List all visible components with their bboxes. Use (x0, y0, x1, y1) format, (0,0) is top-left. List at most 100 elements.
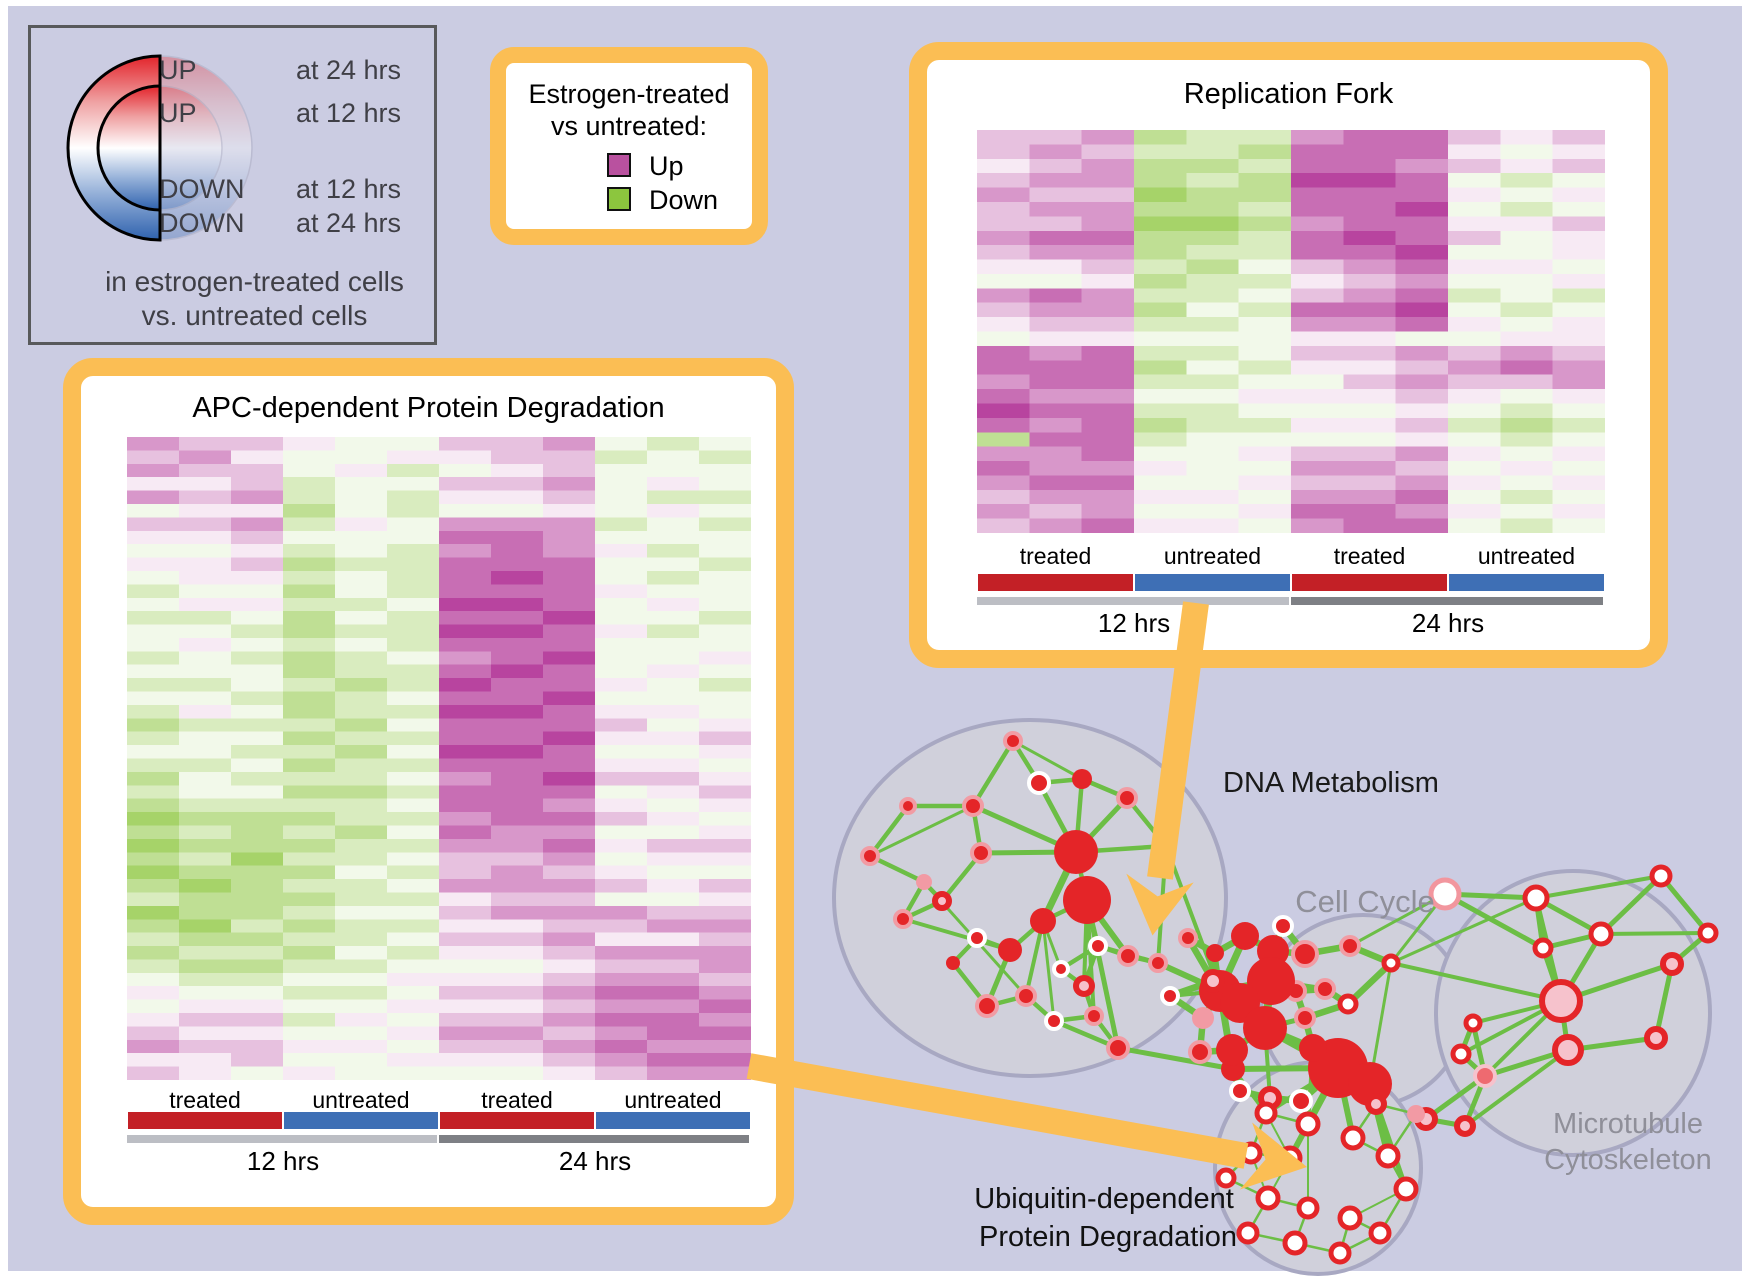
figure-background: UP at 24 hrs UP at 12 hrs DOWN at 12 hrs… (8, 6, 1742, 1276)
gene-node (1116, 787, 1138, 809)
gene-node (1239, 1141, 1263, 1165)
gene-node (1532, 937, 1554, 959)
gene-node (946, 956, 960, 970)
gene-node (1160, 986, 1180, 1006)
gene-node (893, 909, 913, 929)
gene-node (932, 891, 952, 911)
gene-node (1084, 1006, 1104, 1026)
legend-down-12: DOWN (159, 174, 245, 204)
cluster-label: DNA Metabolism (1223, 767, 1439, 799)
gene-node (1340, 1125, 1366, 1151)
gene-node (1365, 1093, 1387, 1115)
gene-node (1255, 1185, 1281, 1211)
legend-time-24b: at 24 hrs (295, 208, 401, 238)
legend-up-12: UP (159, 98, 197, 128)
rf-group-label: untreated (1477, 543, 1576, 569)
gene-node (1106, 1036, 1130, 1060)
gene-node (1368, 1221, 1392, 1245)
rf-heatmap (977, 130, 1605, 533)
gene-node (1407, 1105, 1425, 1123)
gene-node (1247, 957, 1295, 1005)
gene-node (1088, 936, 1108, 956)
down-label: Down (649, 185, 719, 215)
gene-node (1697, 922, 1719, 944)
up-label: Up (649, 151, 684, 181)
gene-node (1117, 945, 1139, 967)
gene-node (1337, 993, 1359, 1015)
gene-node (1003, 731, 1023, 751)
apc-group-label: treated (169, 1087, 241, 1113)
gene-node (1236, 1221, 1260, 1245)
gene-node (1073, 975, 1095, 997)
rf-group-label: treated (1333, 543, 1406, 569)
gene-node (1231, 922, 1259, 950)
color-key-title-1: Estrogen-treated (528, 79, 730, 109)
gene-node (916, 874, 932, 890)
gene-node (1522, 884, 1550, 912)
gene-node (1188, 1040, 1212, 1064)
rf-condition-bar (1449, 574, 1604, 591)
gene-node (1272, 915, 1294, 937)
cluster-label: Protein Degradation (979, 1221, 1237, 1253)
gene-node (1314, 978, 1336, 1000)
gene-node (1644, 1026, 1668, 1050)
apc-time-label: 24 hrs (558, 1146, 632, 1176)
gene-node (1192, 1007, 1214, 1029)
gene-node (1216, 1034, 1248, 1066)
gene-node (1027, 771, 1051, 795)
gene-node (1277, 1145, 1303, 1171)
gene-node (1229, 1080, 1251, 1102)
gene-node (1328, 1241, 1352, 1265)
legend-time-12: at 12 hrs (295, 98, 401, 128)
gene-node (1337, 1205, 1363, 1231)
gene-node (1339, 935, 1361, 957)
gene-node (899, 797, 917, 815)
gene-node (1294, 1007, 1316, 1029)
apc-group-label: treated (481, 1087, 553, 1113)
gene-node (1052, 960, 1070, 978)
gene-node (1282, 1230, 1308, 1256)
apc-condition-bar (440, 1112, 594, 1129)
rf-time-label: 24 hrs (1411, 608, 1485, 638)
gene-node (1463, 1013, 1483, 1033)
apc-condition-bar (596, 1112, 750, 1129)
gene-node (975, 994, 999, 1018)
legend-caption-2: vs. untreated cells (141, 300, 368, 331)
down-color-swatch (607, 187, 631, 211)
gene-node (1539, 979, 1583, 1023)
apc-heatmap (127, 437, 751, 1080)
cluster-label: Cytoskeleton (1544, 1144, 1712, 1176)
gene-node (1201, 969, 1225, 993)
legend-time-12b: at 12 hrs (295, 174, 401, 204)
gene-node (1450, 1043, 1472, 1065)
gene-node (1148, 953, 1168, 973)
gene-node (1660, 952, 1684, 976)
color-key-box: Estrogen-treated vs untreated: Up Down (490, 47, 768, 245)
gene-node (1178, 928, 1198, 948)
gene-node (1072, 769, 1092, 789)
apc-time-bar (439, 1135, 749, 1143)
gene-node (1381, 953, 1401, 973)
rf-time-bar (977, 597, 1289, 605)
gene-node (1375, 1143, 1401, 1169)
gene-node (1243, 1006, 1287, 1050)
rf-condition-bar (978, 574, 1133, 591)
gene-node (962, 795, 984, 817)
gene-node (1588, 921, 1614, 947)
up-color-swatch (607, 153, 631, 177)
gene-node (970, 842, 992, 864)
gene-node (1299, 1034, 1327, 1062)
up-down-ring-legend-icon (66, 54, 253, 242)
rf-group-label: treated (1019, 543, 1092, 569)
cluster-dna-metabolism (832, 718, 1228, 1078)
replication-fork-heatmap-panel: Replication Fork treated untreated treated… (909, 42, 1668, 668)
gene-node (1291, 940, 1319, 968)
apc-panel-title: APC-dependent Protein Degradation (192, 392, 665, 424)
ring-legend-box: UP at 24 hrs UP at 12 hrs DOWN at 12 hrs… (28, 25, 437, 345)
gene-node (1296, 1196, 1320, 1220)
gene-node (1044, 1011, 1064, 1031)
apc-heatmap-panel: APC-dependent Protein Degradation treate… (63, 358, 794, 1225)
gene-node (1552, 1034, 1584, 1066)
apc-condition-bar (128, 1112, 282, 1129)
gene-node (1393, 1176, 1419, 1202)
